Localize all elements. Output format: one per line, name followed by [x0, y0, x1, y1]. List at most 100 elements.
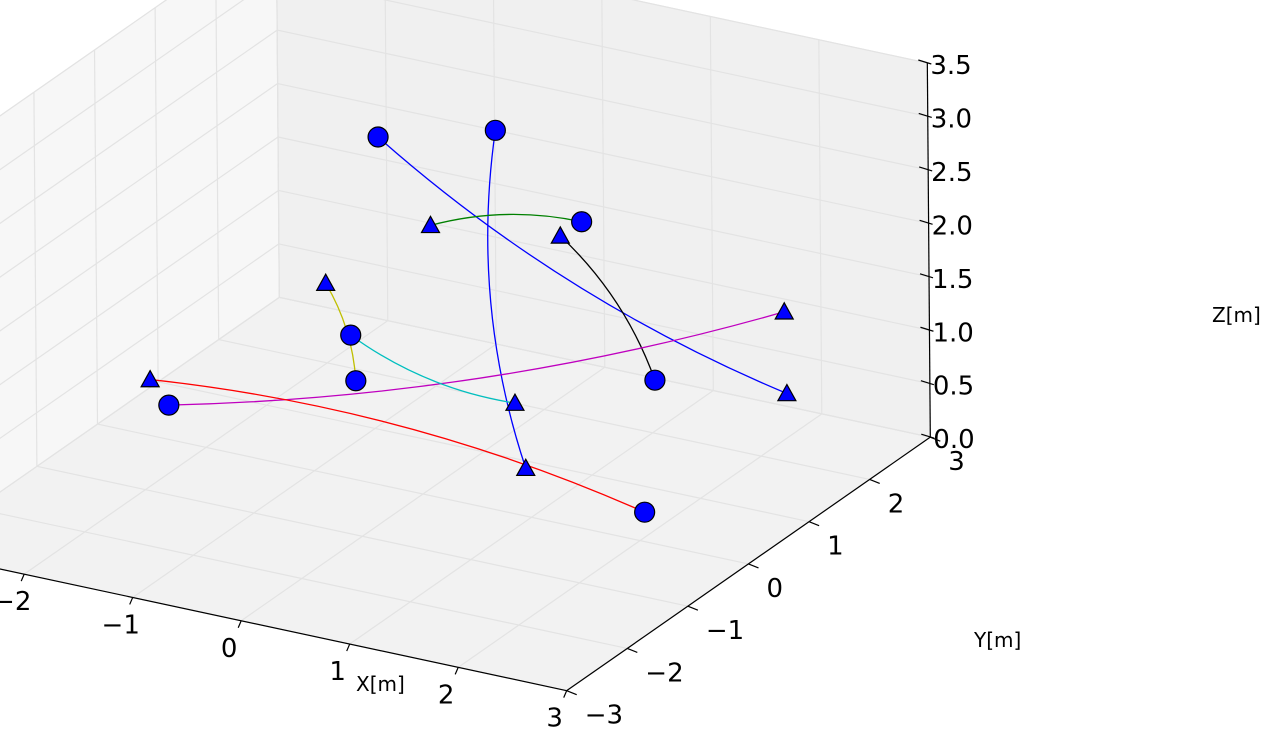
end-marker	[140, 369, 161, 388]
y-tick-label: −1	[706, 616, 744, 646]
end-marker	[420, 215, 441, 234]
z-tick-mark	[921, 433, 935, 439]
z-tick-mark	[920, 380, 935, 386]
axes-panes	[0, 0, 932, 692]
x-tick-label: 2	[438, 680, 455, 710]
tick-labels: −3−2−10123−3−2−101230.00.51.01.52.02.53.…	[0, 51, 975, 734]
grid-line	[0, 243, 280, 440]
grid-line	[277, 136, 930, 278]
trajectory-series	[140, 119, 797, 523]
x-tick-label: −2	[0, 587, 31, 617]
grid-line	[154, 7, 159, 382]
y-tick-label: 2	[888, 489, 905, 519]
grid-line	[215, 0, 220, 340]
z-tick-mark	[918, 59, 932, 65]
x-tick-mark	[20, 573, 25, 582]
z-axis-label: Z[m]	[1212, 303, 1261, 327]
grid-line	[0, 29, 278, 225]
y-tick-label: −3	[585, 701, 623, 731]
x-tick-label: −1	[102, 610, 140, 640]
grid-lines	[0, 0, 931, 692]
x-tick-label: 0	[221, 634, 238, 664]
y-tick-mark	[869, 478, 880, 484]
y-tick-mark	[566, 690, 577, 696]
trajectory-line	[487, 130, 527, 469]
start-marker	[484, 119, 506, 141]
x-axis-label: X[m]	[356, 672, 405, 696]
grid-line	[93, 49, 99, 425]
y-tick-label: −2	[645, 658, 683, 688]
trajectory-line	[559, 235, 656, 381]
start-marker	[340, 324, 362, 346]
x-tick-mark	[237, 620, 242, 628]
z-tick-mark	[918, 112, 932, 119]
grid-line	[279, 296, 931, 438]
trajectory-line	[168, 311, 785, 406]
start-marker	[634, 501, 656, 523]
axis-lines	[0, 59, 941, 698]
grid-line	[0, 513, 628, 649]
start-marker	[158, 394, 180, 416]
trajectory-line	[150, 378, 645, 513]
grid-line	[0, 0, 245, 171]
grid-line	[36, 465, 689, 607]
grid-line	[218, 339, 870, 480]
trajectory-line	[430, 213, 582, 226]
z-tick-label: 0.0	[933, 425, 974, 455]
y-tick-label: 1	[827, 532, 844, 562]
grid-line	[382, 0, 928, 118]
grid-line	[277, 82, 929, 224]
x-tick-mark	[454, 667, 459, 675]
start-marker	[367, 126, 389, 148]
z-tick-mark	[918, 166, 933, 172]
grid-line	[0, 0, 168, 117]
end-marker	[504, 392, 525, 411]
y-tick-mark	[627, 647, 638, 653]
x-tick-mark	[129, 597, 134, 605]
grid-line	[601, 0, 606, 368]
x-tick-mark	[563, 690, 568, 698]
x-tick-mark	[346, 643, 351, 652]
z-tick-mark	[920, 326, 934, 332]
z-tick-label: 1.5	[932, 265, 973, 295]
grid-line	[0, 136, 279, 332]
end-marker	[315, 272, 336, 291]
end-marker	[774, 301, 795, 320]
y-tick-mark	[687, 605, 699, 611]
grid-line	[157, 381, 810, 523]
y-tick-mark	[748, 563, 759, 569]
end-marker	[550, 225, 571, 244]
y-tick-label: 0	[767, 574, 784, 604]
start-marker	[644, 369, 666, 391]
grid-line	[631, 0, 928, 64]
z-tick-label: 0.5	[933, 372, 974, 402]
z-tick-label: 3.0	[931, 104, 972, 134]
grid-line	[97, 423, 749, 565]
start-marker	[345, 370, 367, 392]
grid-line	[818, 39, 823, 414]
grid-line	[492, 0, 497, 344]
y-tick-mark	[808, 521, 820, 527]
start-marker	[571, 211, 593, 233]
x-tick-label: 1	[329, 657, 346, 687]
z-tick-mark	[919, 219, 933, 225]
x-tick-label: 3	[546, 704, 563, 734]
y-tick-label: 3	[948, 447, 965, 477]
grid-line	[0, 296, 280, 493]
grid-line	[33, 92, 38, 467]
y-axis-label: Y[m]	[973, 628, 1021, 652]
z-tick-label: 2.0	[932, 211, 973, 241]
end-marker	[776, 383, 797, 402]
trajectory-line	[377, 136, 788, 395]
z-tick-label: 2.5	[931, 158, 972, 188]
grid-line	[278, 243, 931, 385]
grid-line	[709, 16, 714, 391]
z-tick-mark	[919, 273, 934, 279]
trajectory-line	[350, 334, 516, 404]
z-tick-label: 1.0	[932, 318, 973, 348]
grid-line	[0, 83, 278, 278]
grid-line	[276, 0, 280, 298]
end-marker	[515, 458, 536, 477]
z-axis-line	[926, 62, 931, 438]
